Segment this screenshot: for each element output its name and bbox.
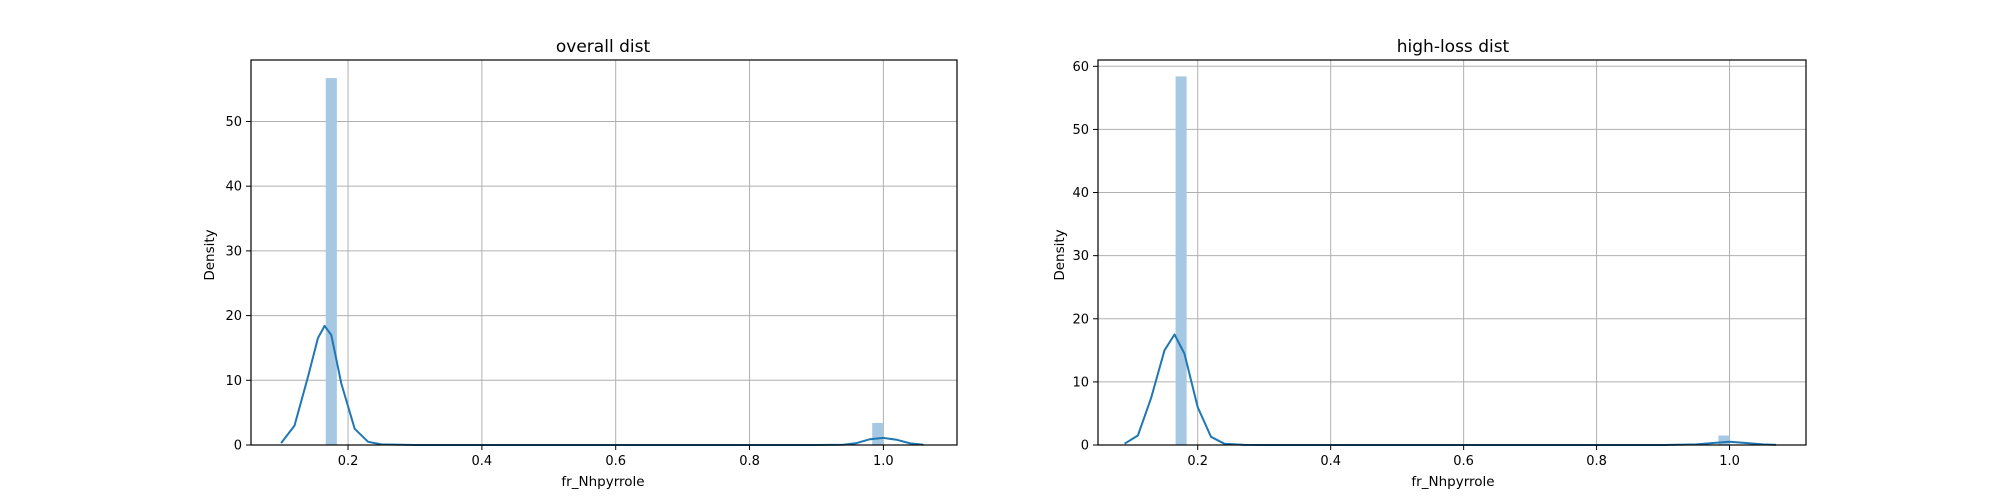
x-tick-label: 0.4 — [1320, 454, 1341, 469]
y-tick-label: 40 — [1072, 186, 1089, 201]
histogram-bar — [1718, 435, 1730, 445]
y-axis-label: Density — [1052, 229, 1068, 280]
chart-title: high-loss dist — [1397, 37, 1510, 57]
panel-high-loss: high-loss dist 0.2 0.4 0.6 0.8 1.0 0 10 20 30 40 5… — [1052, 37, 1807, 490]
y-tick-label: 20 — [225, 309, 242, 324]
histogram-bar — [872, 423, 884, 445]
x-tick-label: 0.2 — [338, 454, 359, 469]
x-tick-label: 1.0 — [873, 454, 894, 469]
x-axis-label: fr_Nhpyrrole — [561, 474, 644, 490]
y-tick-label: 10 — [225, 374, 242, 389]
y-tick-label: 30 — [1072, 249, 1089, 264]
y-tick-label: 10 — [1072, 375, 1089, 390]
x-tick-label: 1.0 — [1719, 454, 1740, 469]
plot-area: 0.2 0.4 0.6 0.8 1.0 0 10 20 30 40 50 60 — [1072, 59, 1807, 469]
y-tick-label: 50 — [1072, 123, 1089, 138]
y-tick-label: 0 — [1081, 439, 1089, 454]
plot-area: 0.2 0.4 0.6 0.8 1.0 0 10 20 30 40 50 — [225, 59, 958, 469]
x-tick-label: 0.8 — [1586, 454, 1607, 469]
y-tick-label: 60 — [1072, 60, 1089, 75]
y-tick-label: 50 — [225, 115, 242, 130]
x-tick-label: 0.4 — [472, 454, 493, 469]
histogram-bar — [1175, 76, 1187, 445]
panel-overall: overall dist 0.2 0.4 0.6 0.8 1.001020304050 … — [202, 37, 958, 490]
x-tick-label: 0.6 — [605, 454, 626, 469]
x-tick-label: 0.8 — [739, 454, 760, 469]
histogram-bar — [325, 78, 337, 445]
y-tick-label: 40 — [225, 180, 242, 195]
y-tick-label: 0 — [234, 439, 242, 454]
x-tick-label: 0.6 — [1453, 454, 1474, 469]
axes-frame — [1097, 59, 1807, 446]
chart-title: overall dist — [556, 37, 651, 57]
x-tick-label: 0.2 — [1187, 454, 1208, 469]
y-tick-label: 30 — [225, 244, 242, 259]
axes-frame — [250, 59, 958, 446]
y-axis-label: Density — [202, 229, 218, 280]
x-axis-label: fr_Nhpyrrole — [1411, 474, 1494, 490]
y-tick-label: 20 — [1072, 312, 1089, 327]
